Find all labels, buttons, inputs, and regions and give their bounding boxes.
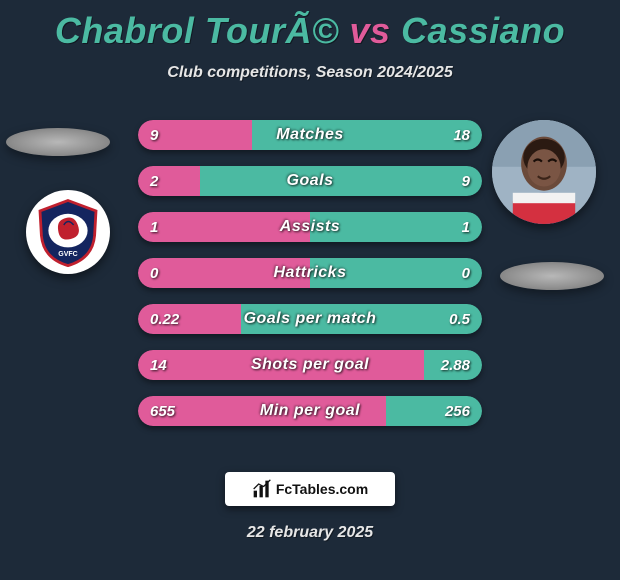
club-crest-icon: GVFC [33,197,103,267]
stat-label: Goals per match [138,304,482,334]
stat-label: Goals [138,166,482,196]
stat-label: Shots per goal [138,350,482,380]
stat-row: Assists1 1 [138,212,482,242]
stat-value-right: 1 [462,212,470,242]
site-label: FcTables.com [276,481,368,497]
player2-photo [492,120,596,224]
stat-label: Matches [138,120,482,150]
stat-bars: Matches918Goals29Assists11Hattricks00Goa… [138,120,482,442]
stat-row: Min per goal655 256 [138,396,482,426]
title-vs: vs [339,10,401,51]
player1-shadow [6,128,110,156]
stat-value-right: 18 [453,120,470,150]
player1-club-badge: GVFC [26,190,110,274]
stat-value-right: 2.88 [441,350,470,380]
stat-row: Matches9 18 [138,120,482,150]
stat-value-left: 0.22 [150,304,179,334]
stat-row: Shots per goal14 2.88 [138,350,482,380]
stat-label: Hattricks [138,258,482,288]
stat-value-right: 0.5 [449,304,470,334]
player-portrait-icon [492,120,596,224]
stat-value-left: 1 [150,212,158,242]
stat-row: Goals2 9 [138,166,482,196]
stat-value-left: 655 [150,396,175,426]
title-player1: Chabrol TourÃ© [55,10,339,51]
stat-row: Hattricks0 0 [138,258,482,288]
stat-value-left: 14 [150,350,167,380]
stat-row: Goals per match0.22 0.5 [138,304,482,334]
stat-value-right: 9 [462,166,470,196]
stat-value-left: 9 [150,120,158,150]
stat-value-right: 0 [462,258,470,288]
stat-label: Assists [138,212,482,242]
player2-shadow [500,262,604,290]
title-player2: Cassiano [401,10,565,51]
site-badge: FcTables.com [225,472,395,506]
comparison-stage: GVFC Matches918Goals29Assists11Hattricks… [0,110,620,450]
page-title: Chabrol TourÃ© vs Cassiano [0,0,620,52]
bar-chart-icon [252,479,272,499]
stat-value-right: 256 [445,396,470,426]
svg-text:GVFC: GVFC [58,251,77,258]
stat-value-left: 0 [150,258,158,288]
stat-label: Min per goal [138,396,482,426]
date: 22 february 2025 [0,524,620,542]
stat-value-left: 2 [150,166,158,196]
subtitle: Club competitions, Season 2024/2025 [0,64,620,82]
